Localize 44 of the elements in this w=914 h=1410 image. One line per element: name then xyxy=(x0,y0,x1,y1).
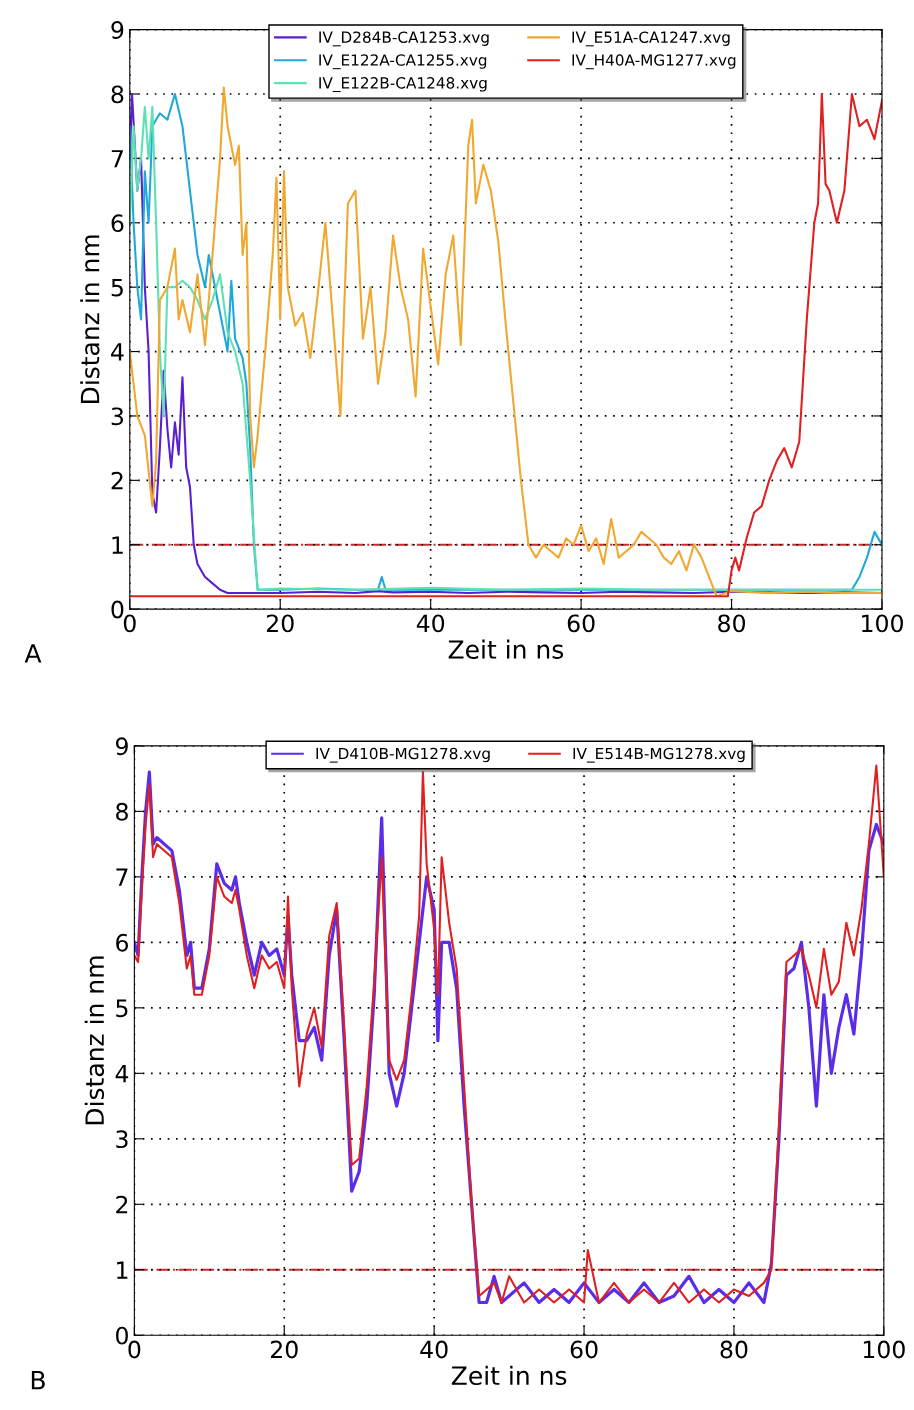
y-tick-label: 4 xyxy=(111,343,124,361)
y-tick-label: 3 xyxy=(116,1130,128,1149)
x-tick-label: 40 xyxy=(420,1340,448,1359)
legend-label: IV_D410B-MG1278.xvg xyxy=(316,747,490,763)
y-tick-label: 4 xyxy=(115,1065,129,1083)
y-tick-label: 3 xyxy=(111,407,124,426)
y-tick-label: 5 xyxy=(116,999,128,1018)
y-tick-label: 6 xyxy=(111,214,124,233)
y-tick-label: 8 xyxy=(111,85,124,104)
x-tick-label: 100 xyxy=(863,1340,905,1359)
x-tick-label: 60 xyxy=(567,614,595,633)
y-tick-label: 9 xyxy=(111,21,124,39)
legend-label: IV_E514B-MG1278.xvg xyxy=(573,747,745,763)
legend-label: IV_E51A-CA1247.xvg xyxy=(572,31,730,47)
x-tick-label: 80 xyxy=(718,614,746,633)
text: A xyxy=(24,644,42,663)
y-axis-title: Distanz in nm xyxy=(80,235,100,403)
x-tick-label: 60 xyxy=(570,1340,598,1359)
legend-label: IV_D284B-CA1253.xvg xyxy=(319,31,489,47)
x-axis-title: Zeit in ns xyxy=(451,1365,567,1386)
text: B xyxy=(31,1371,45,1390)
x-tick-label: 100 xyxy=(862,614,903,633)
legend-label: IV_H40A-MG1277.xvg xyxy=(572,54,736,70)
x-tick-label: 80 xyxy=(720,1340,748,1359)
legend-label: IV_E122A-CA1255.xvg xyxy=(319,54,487,70)
y-tick-label: 6 xyxy=(116,933,129,952)
x-axis-title: Zeit in ns xyxy=(448,639,564,659)
y-tick-label: 8 xyxy=(116,802,128,821)
x-tick-label: 0 xyxy=(128,1340,141,1359)
x-tick-label: 20 xyxy=(266,614,294,633)
y-tick-label: 1 xyxy=(117,1261,128,1279)
x-tick-label: 40 xyxy=(416,614,445,633)
y-tick-label: 2 xyxy=(116,1195,128,1214)
x-tick-label: 20 xyxy=(270,1340,298,1359)
y-tick-label: 0 xyxy=(116,1326,128,1345)
y-tick-label: 2 xyxy=(111,471,123,490)
y-tick-label: 7 xyxy=(111,150,123,168)
y-tick-label: 9 xyxy=(115,737,128,756)
y-tick-label: 5 xyxy=(111,278,123,297)
y-tick-label: 1 xyxy=(112,536,123,554)
y-tick-label: 7 xyxy=(116,868,128,886)
legend-label: IV_E122B-CA1248.xvg xyxy=(319,77,487,93)
y-tick-label: 0 xyxy=(111,600,124,619)
y-axis-title: Distanz in nm xyxy=(84,956,105,1125)
